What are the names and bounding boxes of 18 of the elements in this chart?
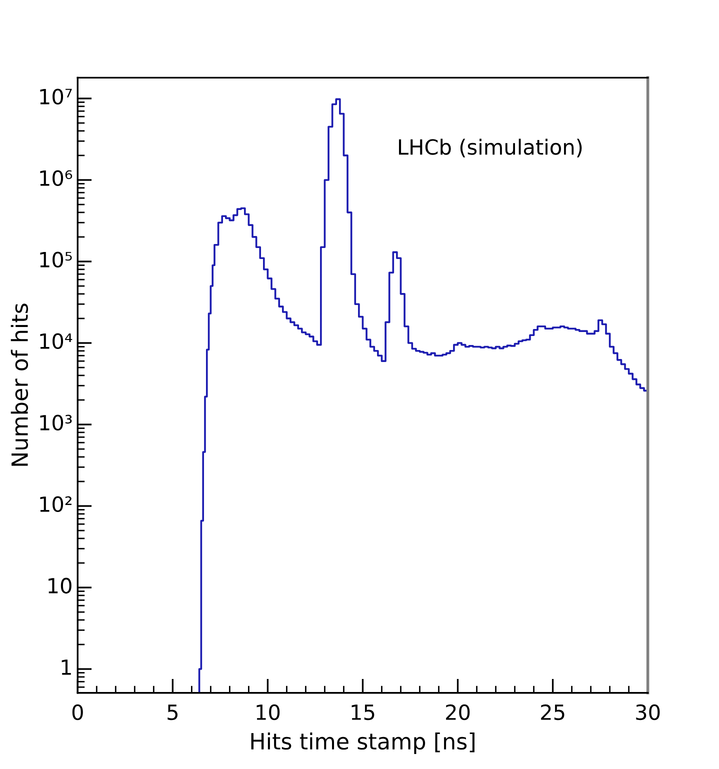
y-tick-label: 10³ (40, 414, 72, 431)
x-tick-label: 5 (168, 704, 178, 720)
y-axis-title: Number of hits (10, 304, 28, 466)
y-tick-label: 10⁷ (40, 88, 72, 105)
y-tick-label: 10⁶ (40, 170, 72, 186)
x-tick-label: 15 (352, 704, 374, 720)
x-tick-label: 30 (636, 704, 660, 720)
y-tick-label: 10⁴ (40, 333, 72, 350)
y-tick-label: 10² (40, 496, 72, 512)
x-tick-label: 0 (72, 704, 83, 720)
y-tick-label: 10 (48, 578, 72, 594)
y-tick-label: 1 (62, 660, 71, 675)
x-axis-title: Hits time stamp [ns] (251, 732, 474, 754)
x-tick-label: 25 (541, 704, 564, 720)
x-tick-label: 20 (446, 704, 470, 720)
x-tick-label: 10 (256, 704, 280, 720)
y-tick-label: 10⁵ (40, 252, 72, 268)
annotation: LHCb (simulation) (398, 138, 582, 158)
